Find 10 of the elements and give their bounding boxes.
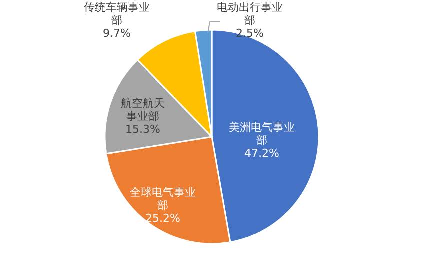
slice-label: 美洲电气事业部 bbox=[229, 121, 295, 147]
slice-label: 全球电气事业部 bbox=[130, 186, 196, 212]
slice-label: 传统车辆事业部 bbox=[84, 1, 150, 27]
data-label: 15.3% bbox=[126, 123, 160, 136]
data-label: 9.7% bbox=[103, 27, 131, 40]
data-label: 25.2% bbox=[146, 212, 180, 225]
slice-label: 航空航天事业部 bbox=[121, 97, 165, 123]
data-label: 2.5% bbox=[236, 27, 264, 40]
slice-label: 电动出行事业部 bbox=[217, 1, 283, 27]
data-label: 47.2% bbox=[244, 147, 280, 160]
